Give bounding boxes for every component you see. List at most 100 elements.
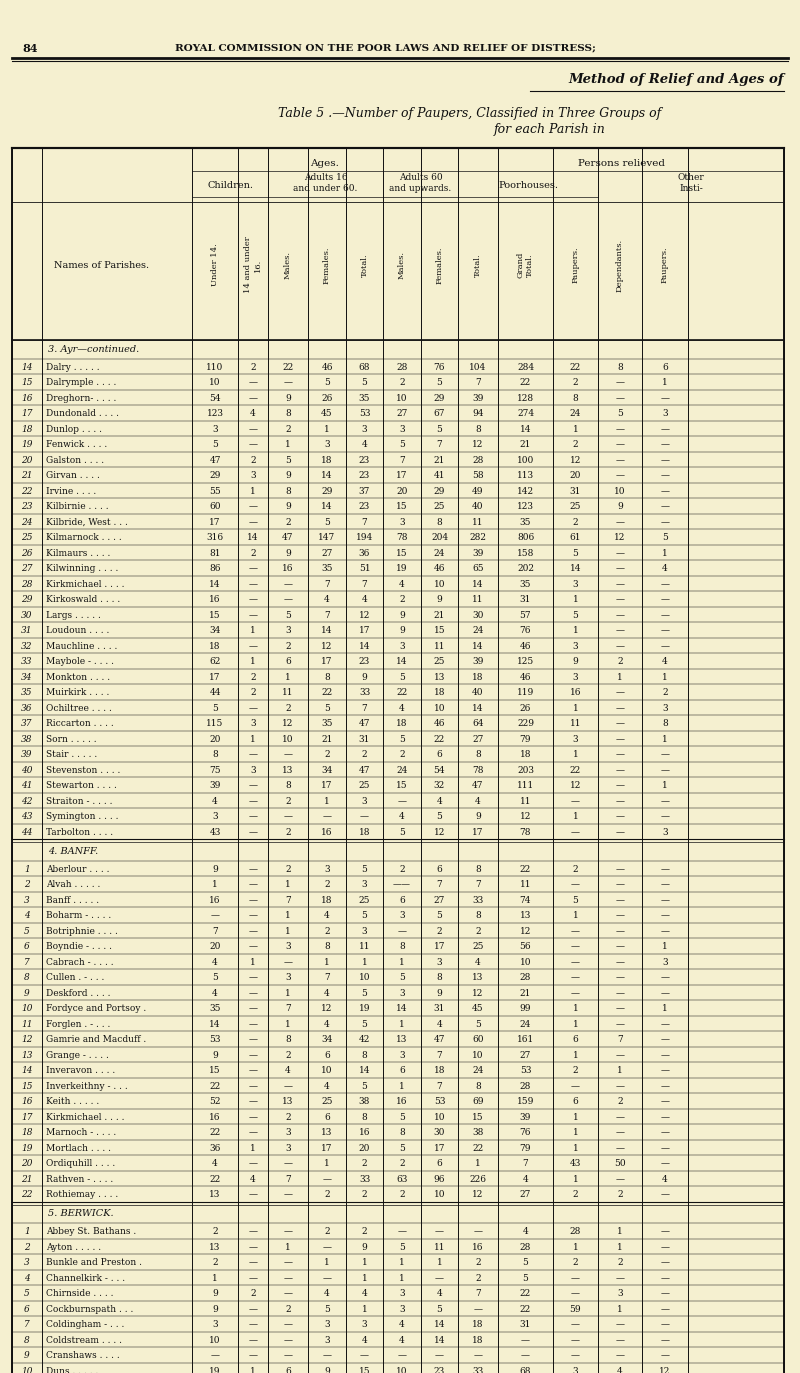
Text: Grange - . . . .: Grange - . . . .: [46, 1050, 109, 1060]
Text: 10: 10: [520, 958, 531, 967]
Text: 1: 1: [250, 958, 256, 967]
Text: 11: 11: [434, 1243, 446, 1252]
Text: 1: 1: [573, 426, 578, 434]
Text: 18: 18: [472, 1336, 484, 1346]
Text: 2: 2: [250, 549, 256, 557]
Text: 9: 9: [285, 503, 291, 512]
Text: 22: 22: [210, 1175, 221, 1184]
Text: —: —: [661, 1035, 670, 1045]
Text: —: —: [249, 1097, 258, 1107]
Text: —: —: [615, 751, 625, 759]
Text: 78: 78: [472, 766, 484, 774]
Text: 2: 2: [399, 596, 405, 604]
Text: Under 14.: Under 14.: [211, 243, 219, 287]
Text: Inverkeithny - . . .: Inverkeithny - . . .: [46, 1082, 128, 1092]
Text: 6: 6: [437, 1159, 442, 1168]
Text: 3: 3: [324, 1336, 330, 1346]
Text: 2: 2: [399, 865, 405, 875]
Text: 46: 46: [520, 643, 531, 651]
Text: 29: 29: [210, 471, 221, 481]
Text: Alvah . . . . .: Alvah . . . . .: [46, 880, 100, 890]
Text: 10: 10: [472, 1050, 484, 1060]
Text: 4: 4: [362, 596, 367, 604]
Text: —: —: [661, 1259, 670, 1267]
Text: 47: 47: [472, 781, 484, 791]
Text: 4: 4: [662, 658, 668, 666]
Text: 31: 31: [22, 626, 33, 636]
Text: 3: 3: [573, 643, 578, 651]
Text: 40: 40: [472, 688, 484, 697]
Text: 11: 11: [570, 719, 582, 729]
Text: 4: 4: [285, 1067, 291, 1075]
Text: 1: 1: [362, 1274, 367, 1282]
Text: 42: 42: [359, 1035, 370, 1045]
Text: Stewarton . . . .: Stewarton . . . .: [46, 781, 117, 791]
Text: —: —: [615, 1336, 625, 1346]
Text: 25: 25: [358, 897, 370, 905]
Text: —: —: [249, 927, 258, 936]
Text: 5: 5: [399, 973, 405, 983]
Text: Channelkirk - . . .: Channelkirk - . . .: [46, 1274, 125, 1282]
Text: 15: 15: [22, 379, 33, 387]
Text: 3: 3: [250, 766, 256, 774]
Text: 34: 34: [322, 1035, 333, 1045]
Text: —: —: [661, 880, 670, 890]
Text: 12: 12: [472, 989, 484, 998]
Text: Mauchline . . . .: Mauchline . . . .: [46, 643, 118, 651]
Text: 9: 9: [212, 1050, 218, 1060]
Text: 23: 23: [359, 503, 370, 512]
Text: 5: 5: [212, 704, 218, 713]
Text: 4: 4: [212, 1159, 218, 1168]
Text: 84: 84: [22, 43, 38, 54]
Text: 18: 18: [22, 1129, 33, 1137]
Text: 18: 18: [396, 719, 408, 729]
Text: 22: 22: [396, 688, 408, 697]
Text: —: —: [661, 1050, 670, 1060]
Text: Females.: Females.: [323, 246, 331, 284]
Text: —: —: [615, 880, 625, 890]
Text: 5: 5: [437, 379, 442, 387]
Text: Method of Relief and Ages of: Method of Relief and Ages of: [568, 74, 784, 86]
Text: 1: 1: [573, 1243, 578, 1252]
Text: 28: 28: [22, 579, 33, 589]
Text: 2: 2: [285, 704, 291, 713]
Text: 7: 7: [362, 518, 367, 527]
Text: 2: 2: [250, 362, 256, 372]
Text: —: —: [615, 828, 625, 838]
Text: 11: 11: [282, 688, 294, 697]
Text: ——: ——: [393, 880, 411, 890]
Text: 1: 1: [573, 813, 578, 821]
Text: 1: 1: [285, 1243, 291, 1252]
Text: —: —: [210, 1351, 219, 1361]
Text: 16: 16: [322, 828, 333, 838]
Text: 4: 4: [662, 564, 668, 574]
Text: 68: 68: [358, 362, 370, 372]
Text: 16: 16: [210, 897, 221, 905]
Text: 5: 5: [324, 379, 330, 387]
Text: —: —: [249, 880, 258, 890]
Text: 3: 3: [399, 518, 405, 527]
Text: —: —: [661, 1243, 670, 1252]
Text: 3: 3: [362, 880, 367, 890]
Text: 8: 8: [324, 673, 330, 682]
Text: 41: 41: [22, 781, 33, 791]
Text: 47: 47: [282, 534, 294, 542]
Text: Dalry . . . . .: Dalry . . . . .: [46, 362, 100, 372]
Text: 3: 3: [24, 1259, 30, 1267]
Text: 5: 5: [437, 426, 442, 434]
Text: 4: 4: [617, 1368, 623, 1373]
Text: —: —: [661, 766, 670, 774]
Text: 1: 1: [662, 549, 668, 557]
Text: Chirnside . . . .: Chirnside . . . .: [46, 1289, 114, 1299]
Text: 2: 2: [399, 751, 405, 759]
Text: 5: 5: [573, 897, 578, 905]
Text: 2: 2: [399, 1190, 405, 1200]
Text: 8: 8: [662, 719, 668, 729]
Text: 13: 13: [396, 1035, 408, 1045]
Text: 1: 1: [324, 796, 330, 806]
Text: 47: 47: [358, 766, 370, 774]
Text: 4: 4: [250, 409, 256, 419]
Text: 31: 31: [570, 487, 581, 496]
Text: Dundonald . . . .: Dundonald . . . .: [46, 409, 119, 419]
Text: 14: 14: [434, 1336, 446, 1346]
